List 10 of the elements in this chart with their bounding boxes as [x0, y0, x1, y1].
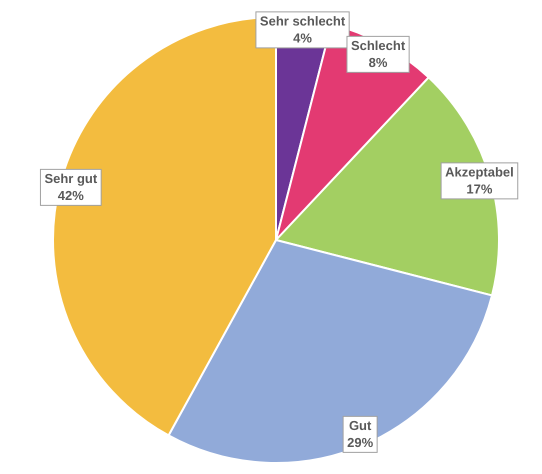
slice-label: Akzeptabel — [445, 164, 514, 180]
slice-label: Gut — [348, 418, 372, 434]
slice-label: Sehr schlecht — [260, 13, 346, 28]
data-label: 8% — [368, 54, 388, 70]
data-label: 29% — [347, 435, 374, 450]
data-label: 4% — [293, 30, 312, 46]
data-label: 17% — [466, 181, 493, 196]
slice-label: Schlecht — [350, 38, 406, 53]
slice-label: Sehr gut — [44, 170, 98, 186]
data-label: 42% — [58, 188, 84, 203]
